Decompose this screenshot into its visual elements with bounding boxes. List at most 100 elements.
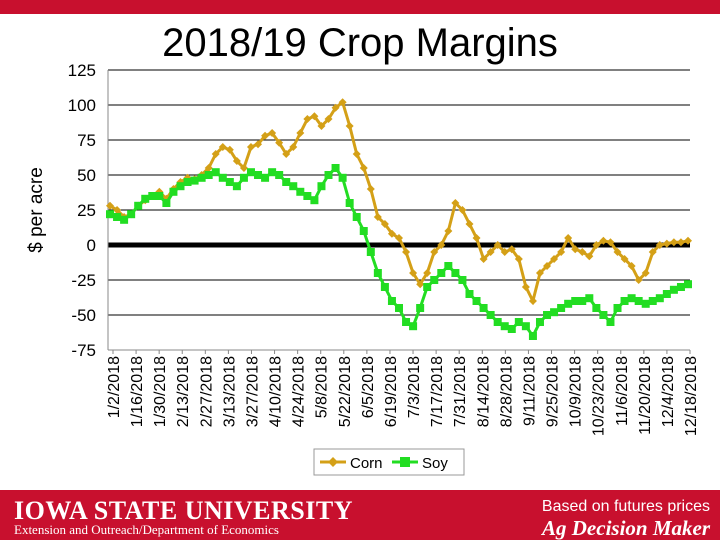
corn-point (289, 143, 298, 151)
corn-series-line (109, 99, 689, 306)
x-tick-label: 7/3/2018 (406, 356, 423, 418)
x-tick-label: 1/2/2018 (106, 356, 123, 418)
soy-point (204, 171, 213, 179)
corn-point (564, 234, 573, 242)
corn-point (585, 252, 594, 261)
y-tick-label: 25 (77, 201, 96, 220)
soy-point (268, 168, 277, 177)
corn-point (676, 238, 685, 247)
soy-point (585, 294, 594, 303)
soy-point (599, 311, 608, 319)
corn-point (620, 255, 629, 263)
soy-point (162, 199, 171, 207)
soy-point (331, 164, 340, 172)
soy-point (437, 269, 446, 277)
x-tick-label: 9/25/2018 (545, 356, 562, 427)
soy-point (324, 171, 333, 179)
soy-point (613, 304, 622, 312)
soy-point (620, 297, 629, 305)
soy-point (571, 297, 580, 305)
soy-point (402, 318, 411, 326)
soy-point (120, 215, 129, 224)
corn-point (373, 213, 382, 221)
corn-point (528, 297, 537, 305)
corn-point (246, 143, 255, 151)
corn-point (211, 150, 220, 158)
corn-point (310, 112, 319, 121)
soy-point (627, 294, 636, 303)
soy-point (423, 283, 432, 291)
corn-point (500, 248, 509, 256)
soy-point (535, 318, 544, 326)
y-tick-label: 50 (77, 166, 96, 185)
soy-point (134, 201, 143, 210)
soy-point (380, 283, 389, 291)
x-tick-label: 10/23/2018 (591, 356, 608, 436)
slide-title: 2018/19 Crop Margins (162, 21, 558, 65)
x-tick-label: 12/18/2018 (683, 356, 700, 436)
soy-point (106, 210, 114, 219)
soy-point (169, 187, 178, 196)
corn-point (296, 129, 305, 137)
soy-point (641, 299, 650, 308)
soy-point (458, 276, 467, 284)
corn-point (662, 239, 671, 248)
soy-point (289, 182, 298, 191)
soy-point (113, 213, 122, 221)
corn-point (282, 150, 291, 158)
crop-margins-chart: -75 -50 -25 0 25 50 75 100 125 $ per acre 1/2/2018… (26, 61, 700, 476)
soy-point (634, 297, 643, 305)
soy-point (416, 304, 425, 312)
corn-legend-label: Corn (350, 455, 383, 472)
x-tick-label: 3/13/2018 (221, 356, 238, 427)
soy-point (479, 304, 488, 312)
soy-point (676, 283, 685, 291)
corn-point (303, 115, 312, 123)
x-tick-label: 4/10/2018 (268, 356, 285, 427)
y-tick-label: -50 (71, 306, 96, 325)
y-tick-label: 0 (87, 236, 96, 255)
corn-point (514, 255, 523, 263)
soy-point (500, 322, 509, 331)
soy-point (338, 173, 347, 182)
corn-point (345, 122, 354, 130)
corn-point (486, 248, 495, 256)
x-tick-label: 2/13/2018 (175, 356, 192, 427)
corn-point (444, 227, 453, 235)
soy-point (606, 318, 615, 326)
soy-point (648, 297, 657, 305)
soy-point (359, 227, 368, 235)
soy-point (352, 213, 361, 221)
soy-point (655, 294, 664, 303)
x-tick-label: 5/22/2018 (337, 356, 354, 427)
corn-point (627, 262, 636, 270)
soy-point (239, 173, 248, 182)
x-tick-label: 4/24/2018 (291, 356, 308, 427)
corn-point (409, 269, 418, 277)
soy-point (669, 285, 678, 294)
ag-decision-maker-logo: Ag Decision Maker (542, 516, 710, 540)
corn-point (359, 164, 368, 172)
corn-point (550, 255, 559, 263)
y-tick-label: -75 (71, 341, 96, 360)
soy-point (246, 168, 255, 177)
soy-point (232, 182, 241, 191)
soy-point (211, 168, 220, 177)
corn-point (430, 248, 439, 256)
corn-point (268, 129, 277, 137)
corn-point (239, 164, 248, 172)
iowa-state-university-logo: IOWA STATE UNIVERSITY (14, 496, 353, 525)
corn-point (479, 255, 488, 263)
soy-point (366, 248, 375, 256)
x-tick-label: 11/20/2018 (637, 356, 654, 435)
soy-point (395, 304, 403, 312)
soy-legend-label: Soy (422, 455, 448, 472)
y-axis-label: $ per acre (26, 167, 47, 253)
soy-point (472, 297, 481, 305)
soy-point (557, 304, 566, 312)
corn-point (641, 269, 650, 277)
corn-point (113, 206, 122, 214)
soy-point (543, 311, 552, 319)
x-tick-label: 12/4/2018 (660, 356, 677, 427)
corn-point (465, 220, 474, 228)
